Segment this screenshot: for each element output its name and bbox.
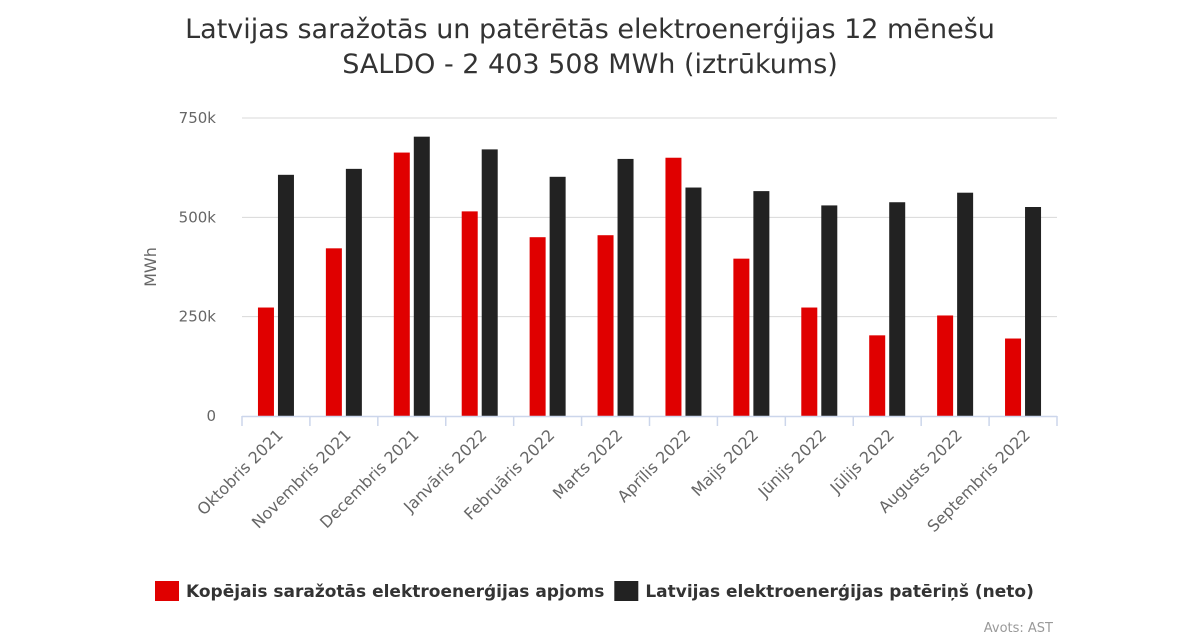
y-tick-label: 500k — [179, 208, 217, 226]
bar-consumption[interactable] — [481, 149, 498, 416]
bar-production[interactable] — [733, 258, 750, 416]
bar-production[interactable] — [393, 152, 410, 416]
credits[interactable]: Avots: AST — [984, 621, 1053, 636]
legend-item-production[interactable]: Kopējais saražotās elektroenerģijas apjo… — [155, 581, 604, 602]
x-tick-label: Jūlijs 2022 — [826, 425, 898, 497]
legend-swatch — [155, 581, 179, 601]
bar-consumption[interactable] — [889, 202, 906, 416]
bar-production[interactable] — [801, 307, 818, 416]
bar-production[interactable] — [1005, 338, 1022, 416]
bar-consumption[interactable] — [1025, 207, 1042, 416]
bar-production[interactable] — [257, 307, 274, 416]
bar-consumption[interactable] — [617, 158, 634, 416]
bar-consumption[interactable] — [821, 205, 838, 416]
y-tick-label: 750k — [179, 109, 217, 127]
bars — [257, 136, 1042, 416]
bar-production[interactable] — [597, 235, 614, 416]
bar-production[interactable] — [529, 237, 546, 416]
legend-item-consumption[interactable]: Latvijas elektroenerģijas patēriņš (neto… — [614, 581, 1034, 602]
bar-consumption[interactable] — [549, 176, 566, 416]
bar-production[interactable] — [937, 315, 954, 416]
chart-title: Latvijas saražotās un patērētās elektroe… — [185, 14, 995, 80]
y-axis-label: MWh — [141, 247, 160, 287]
bar-production[interactable] — [665, 157, 682, 416]
bar-consumption[interactable] — [753, 191, 770, 416]
bar-production[interactable] — [869, 335, 886, 416]
legend-label: Latvijas elektroenerģijas patēriņš (neto… — [645, 582, 1034, 602]
bar-consumption[interactable] — [957, 192, 974, 416]
y-tick-label: 250k — [179, 308, 217, 326]
bar-production[interactable] — [461, 211, 478, 416]
y-tick-label: 0 — [206, 407, 216, 425]
chart-title-line-2: SALDO - 2 403 508 MWh (iztrūkums) — [342, 49, 838, 80]
x-tick-label: Jūnijs 2022 — [754, 425, 830, 501]
bar-production[interactable] — [325, 248, 342, 416]
bar-consumption[interactable] — [413, 136, 430, 416]
legend[interactable]: Kopējais saražotās elektroenerģijas apjo… — [155, 581, 1034, 602]
x-tick-label: Aprīlis 2022 — [614, 425, 695, 506]
bar-consumption[interactable] — [277, 174, 294, 416]
bar-consumption[interactable] — [345, 168, 362, 416]
grid-lines — [242, 117, 1057, 318]
y-axis-ticks: 0 250k 500k 750k — [179, 109, 217, 425]
bar-consumption[interactable] — [685, 187, 702, 416]
x-tick-label: Maijs 2022 — [688, 425, 763, 500]
chart-title-line-1: Latvijas saražotās un patērētās elektroe… — [185, 14, 995, 45]
legend-swatch — [614, 581, 639, 601]
legend-label: Kopējais saražotās elektroenerģijas apjo… — [186, 582, 604, 602]
